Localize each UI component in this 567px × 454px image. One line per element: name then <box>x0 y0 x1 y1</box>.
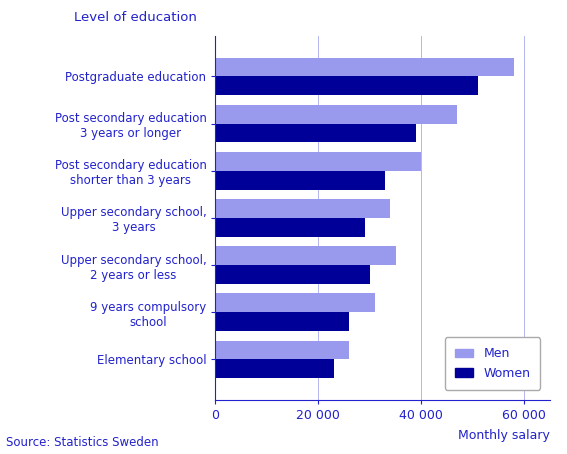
Text: Source: Statistics Sweden: Source: Statistics Sweden <box>6 436 158 449</box>
X-axis label: Monthly salary: Monthly salary <box>458 429 550 442</box>
Bar <box>215 265 370 284</box>
Bar <box>215 218 365 237</box>
Bar <box>215 340 349 360</box>
Text: Level of education: Level of education <box>74 11 197 25</box>
Bar <box>215 312 349 331</box>
Bar <box>215 360 334 378</box>
Bar <box>215 152 421 171</box>
Bar <box>215 76 478 95</box>
Bar <box>215 123 416 143</box>
Bar <box>215 199 391 218</box>
Bar <box>215 246 396 265</box>
Bar <box>215 293 375 312</box>
Bar <box>215 105 458 123</box>
Bar <box>215 171 386 190</box>
Legend: Men, Women: Men, Women <box>445 337 540 390</box>
Bar <box>215 58 514 76</box>
